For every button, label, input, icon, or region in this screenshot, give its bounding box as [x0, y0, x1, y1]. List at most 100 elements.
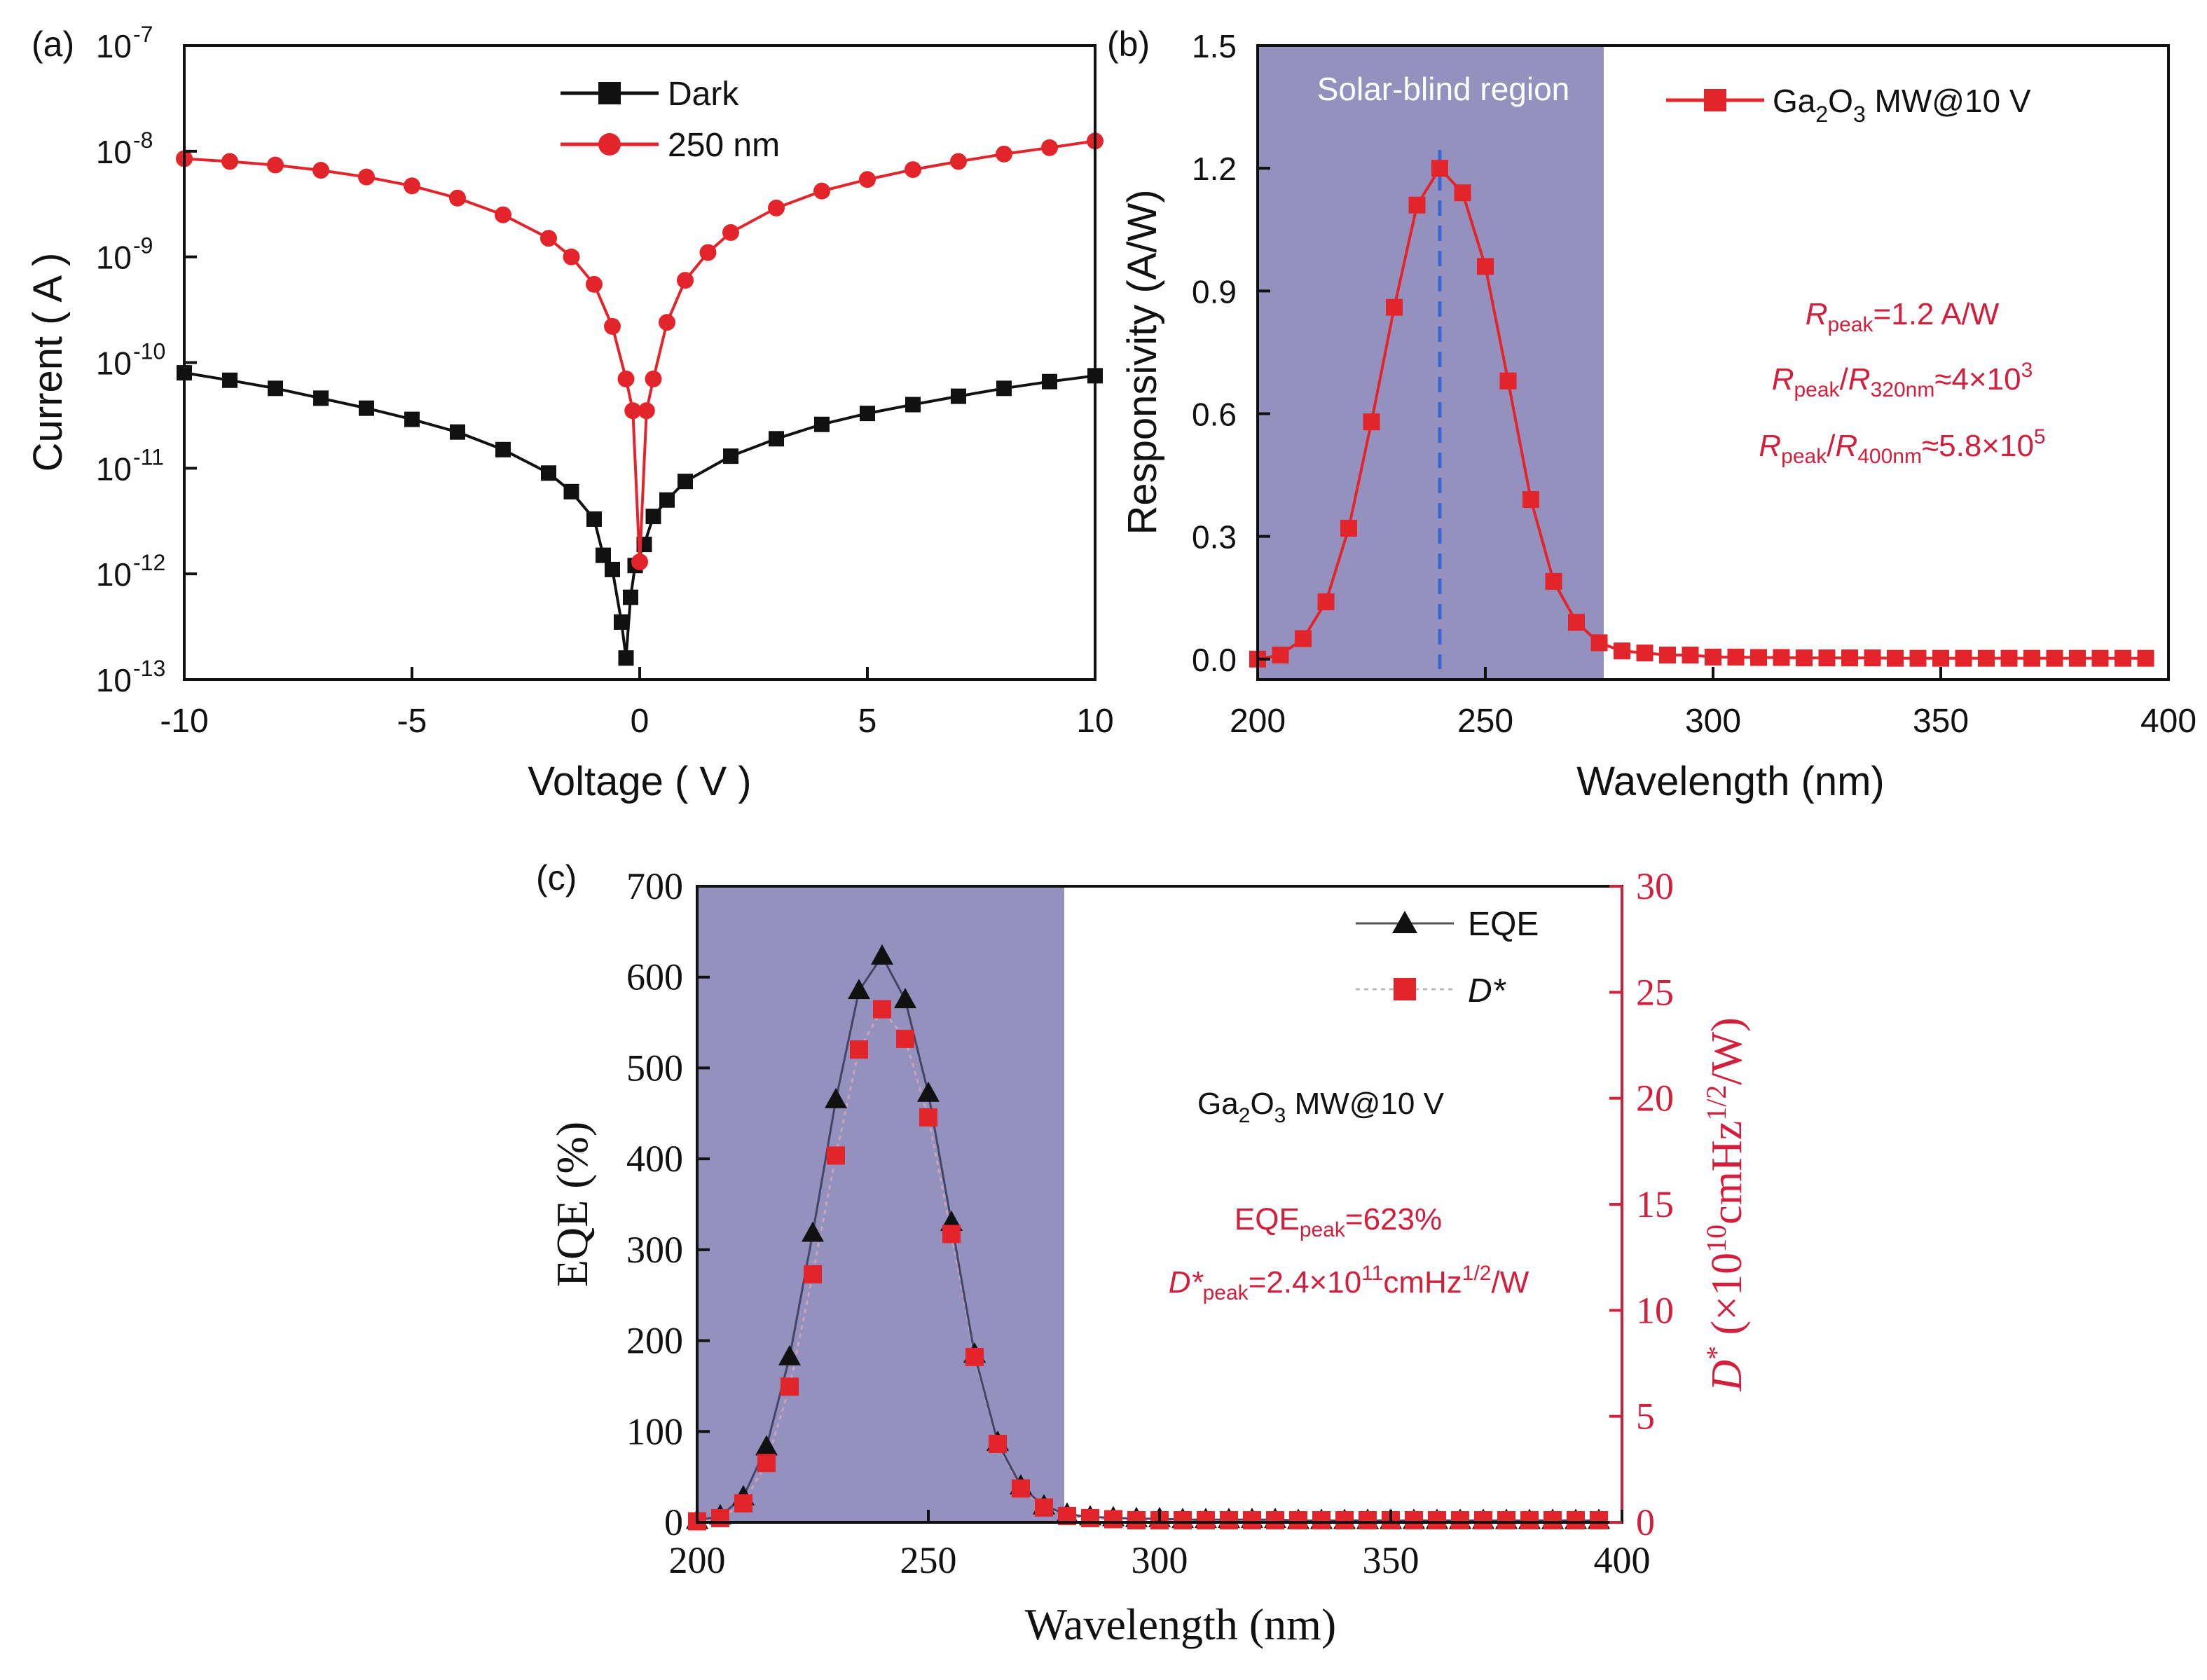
dstar-point-19 — [1127, 1510, 1146, 1529]
dstar-point-37 — [1543, 1510, 1562, 1529]
light-point-18 — [677, 272, 694, 289]
dark-point-25 — [905, 397, 921, 413]
c-ytick-right-label-1: 5 — [1636, 1396, 1655, 1438]
c-ytick-right-label-4: 20 — [1636, 1077, 1674, 1120]
legend-marker-dark — [598, 82, 621, 104]
responsivity-point-16 — [1614, 642, 1630, 660]
light-point-25 — [950, 153, 967, 170]
dstar-point-32 — [1428, 1510, 1446, 1529]
responsivity-point-34 — [2023, 649, 2040, 667]
dark-point-11 — [596, 547, 611, 563]
panel-b-label: (b) — [1107, 25, 1150, 64]
panel-b-shaded-label: Solar-blind region — [1317, 71, 1570, 107]
dstar-point-5 — [804, 1265, 822, 1283]
eqe-point-10 — [917, 1081, 940, 1102]
b-ytick-label-3: 0.9 — [1192, 273, 1237, 310]
a-ytick-exp-1: -12 — [133, 550, 165, 575]
dark-point-6 — [450, 424, 465, 440]
panel-a-ylabel: Current ( A ) — [25, 253, 71, 472]
light-point-8 — [540, 230, 557, 247]
panel-a-plot-frame — [183, 44, 1096, 681]
light-point-21 — [768, 199, 785, 216]
a-ytick-exp-0: -13 — [133, 656, 165, 681]
responsivity-point-15 — [1590, 634, 1608, 652]
legend-label-250nm: 250 nm — [668, 127, 780, 164]
dstar-point-35 — [1497, 1510, 1515, 1529]
annotation-ratio-320: Rpeak/R320nm≈4×103 — [1772, 359, 2033, 401]
dstar-point-7 — [850, 1040, 868, 1059]
dstar-point-38 — [1567, 1510, 1585, 1529]
light-point-2 — [267, 156, 284, 174]
responsivity-point-10 — [1477, 258, 1494, 275]
light-point-11 — [604, 317, 621, 335]
responsivity-point-3 — [1317, 593, 1335, 611]
annotation-device: Ga2O3 MW@10 V — [1197, 1087, 1445, 1127]
light-point-3 — [312, 162, 329, 179]
responsivity-line — [1257, 165, 2146, 661]
panel-b-ticks: 200 250 300 350 400 0.0 0.3 0.6 0.9 1.2 1.5 — [1192, 28, 2196, 740]
dark-point-7 — [495, 441, 511, 457]
light-point-6 — [449, 189, 466, 207]
responsivity-point-11 — [1499, 372, 1517, 390]
dstar-point-3 — [757, 1454, 776, 1473]
responsivity-point-35 — [2046, 649, 2063, 667]
panel-a-series — [176, 132, 1104, 666]
c-ytick-right-label-0: 0 — [1636, 1501, 1655, 1543]
dark-point-8 — [541, 465, 556, 481]
dstar-point-13 — [989, 1435, 1007, 1454]
dark-point-26 — [951, 388, 966, 404]
responsivity-point-30 — [1932, 649, 1949, 667]
c-ytick-label-2: 200 — [626, 1320, 683, 1362]
c-ytick-right-label-5: 25 — [1636, 971, 1674, 1013]
a-ytick-exp-6: -7 — [133, 22, 153, 47]
dstar-point-1 — [711, 1508, 729, 1527]
panel-c-shaded-region — [697, 886, 1064, 1522]
dstar-point-12 — [965, 1347, 984, 1366]
dstar-point-26 — [1289, 1510, 1307, 1529]
dark-point-27 — [996, 380, 1012, 397]
c-xtick-label-1: 250 — [900, 1539, 957, 1581]
dark-point-9 — [563, 483, 579, 500]
eqe-point-8 — [871, 944, 893, 965]
b-xtick-label-3: 350 — [1913, 703, 1969, 740]
a-ytick-exp-2: -11 — [133, 444, 164, 469]
c-ytick-right-label-2: 10 — [1636, 1289, 1674, 1331]
a-xtick-label-4: 10 — [1076, 703, 1113, 740]
eqe-point-7 — [848, 979, 870, 1000]
a-xtick-label-0: -10 — [160, 703, 208, 740]
light-point-23 — [859, 171, 876, 188]
light-point-14 — [631, 553, 648, 570]
dark-point-23 — [814, 416, 830, 432]
dstar-point-31 — [1405, 1510, 1423, 1529]
responsivity-point-12 — [1522, 491, 1539, 509]
responsivity-point-23 — [1773, 649, 1790, 666]
light-point-15 — [638, 402, 655, 420]
panel-b-annotations: Rpeak=1.2 A/W Rpeak/R320nm≈4×103 Rpeak/R… — [1759, 297, 2045, 468]
responsivity-point-17 — [1636, 645, 1653, 662]
dstar-point-18 — [1104, 1510, 1122, 1529]
light-point-4 — [358, 168, 375, 186]
panel-b-xlabel: Wavelength (nm) — [1576, 759, 1884, 804]
light-point-5 — [404, 177, 420, 195]
legend-label-eqe: EQE — [1468, 906, 1539, 943]
responsivity-point-9 — [1454, 184, 1471, 202]
responsivity-point-14 — [1568, 614, 1585, 631]
panel-c-ylabel: EQE (%) — [547, 1122, 597, 1287]
a-xtick-label-3: 5 — [858, 703, 877, 740]
light-point-24 — [905, 161, 921, 179]
c-ytick-label-1: 100 — [626, 1410, 683, 1452]
eqe-point-3 — [755, 1435, 778, 1456]
panel-b-ylabel: Responsivity (A/W) — [1120, 189, 1165, 535]
b-xtick-label-1: 250 — [1457, 703, 1513, 740]
dark-point-3 — [313, 390, 329, 406]
dstar-point-17 — [1081, 1508, 1099, 1527]
responsivity-point-28 — [1887, 649, 1904, 667]
dark-point-19 — [659, 492, 675, 508]
dstar-point-14 — [1012, 1479, 1030, 1498]
b-xtick-label-4: 400 — [2140, 703, 2196, 740]
panel-c-label: (c) — [536, 858, 577, 897]
light-point-19 — [699, 244, 717, 261]
dark-point-13 — [614, 614, 629, 630]
light-point-20 — [722, 223, 739, 241]
